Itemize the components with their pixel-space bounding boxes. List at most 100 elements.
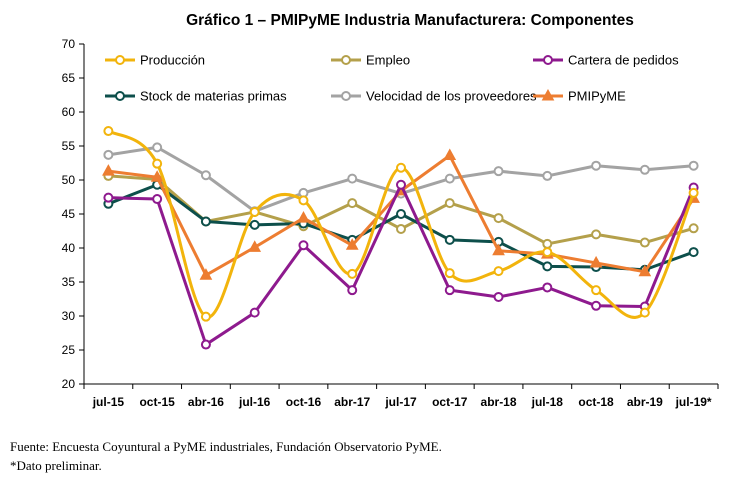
y-tick-label: 45 (62, 207, 76, 221)
legend-swatch-marker (543, 55, 553, 65)
x-tick-label: abr-16 (188, 395, 224, 409)
data-point-cartera-de-pedidos (249, 307, 260, 318)
data-point-velocidad-de-los-proveedores (200, 170, 211, 181)
legend-item-cartera-de-pedidos: Cartera de pedidos (533, 53, 679, 68)
x-tick-label: oct-17 (432, 395, 468, 409)
data-point-produccion (249, 206, 260, 217)
data-point-stock-de-materias-primas (249, 219, 260, 230)
data-point-velocidad-de-los-proveedores (688, 160, 699, 171)
y-tick-label: 35 (62, 275, 76, 289)
x-tick-label: jul-16 (238, 395, 271, 409)
legend-label: Empleo (366, 53, 410, 68)
data-point-cartera-de-pedidos (396, 179, 406, 190)
y-tick-label: 25 (62, 343, 76, 357)
x-tick-label: jul-19* (675, 395, 712, 409)
y-tick-label: 30 (62, 309, 76, 323)
x-tick-label: oct-15 (139, 395, 175, 409)
data-point-cartera-de-pedidos (542, 282, 553, 293)
x-tick-label: oct-16 (286, 395, 322, 409)
data-point-pmipyme (297, 211, 310, 223)
data-point-cartera-de-pedidos (103, 192, 114, 203)
data-point-empleo (444, 198, 455, 209)
data-point-produccion (200, 311, 211, 322)
data-point-stock-de-materias-primas (688, 247, 699, 258)
y-tick-label: 65 (62, 71, 76, 85)
line-chart: Gráfico 1 – PMIPyME Industria Manufactur… (62, 12, 719, 409)
data-point-stock-de-materias-primas (542, 261, 553, 272)
legend-item-stock-de-materias-primas: Stock de materias primas (105, 89, 287, 104)
data-point-produccion (396, 162, 406, 173)
data-point-velocidad-de-los-proveedores (103, 149, 114, 160)
data-point-pmipyme (199, 268, 213, 280)
data-point-pmipyme (492, 243, 505, 256)
series-produccion (103, 126, 699, 322)
y-tick-label: 70 (62, 37, 76, 51)
data-point-produccion (103, 126, 114, 137)
legend-item-velocidad-de-los-proveedores: Velocidad de los proveedores (331, 89, 537, 104)
data-point-velocidad-de-los-proveedores (347, 173, 358, 184)
legend-item-produccion: Producción (105, 53, 205, 68)
data-point-produccion (688, 187, 699, 198)
y-tick-label: 55 (62, 139, 76, 153)
data-point-produccion (347, 268, 358, 279)
x-tick-label: jul-17 (384, 395, 417, 409)
data-point-empleo (591, 229, 602, 240)
data-point-pmipyme (248, 240, 262, 252)
data-point-produccion (298, 195, 309, 206)
data-point-produccion (493, 266, 504, 277)
data-point-velocidad-de-los-proveedores (591, 160, 602, 171)
data-point-stock-de-materias-primas (444, 234, 455, 245)
data-point-produccion (639, 307, 650, 318)
legend-swatch-marker (115, 55, 125, 65)
data-point-stock-de-materias-primas (396, 209, 406, 219)
data-point-cartera-de-pedidos (493, 291, 504, 302)
data-point-cartera-de-pedidos (200, 339, 211, 350)
legend-item-empleo: Empleo (331, 53, 410, 68)
legend-label: Velocidad de los proveedores (366, 89, 537, 104)
data-point-velocidad-de-los-proveedores (542, 170, 553, 181)
data-point-velocidad-de-los-proveedores (639, 164, 650, 175)
data-point-pmipyme (102, 164, 115, 176)
series-velocidad-de-los-proveedores (103, 142, 699, 217)
data-point-empleo (639, 237, 650, 248)
y-tick-label: 60 (62, 105, 76, 119)
legend-label: Cartera de pedidos (568, 53, 679, 68)
legend-swatch-marker (341, 91, 351, 101)
data-point-cartera-de-pedidos (347, 285, 358, 296)
source-note: Fuente: Encuesta Coyuntural a PyME indus… (10, 439, 442, 454)
data-point-pmipyme (638, 264, 652, 277)
data-point-velocidad-de-los-proveedores (493, 166, 504, 177)
data-point-cartera-de-pedidos (591, 300, 602, 311)
x-tick-label: abr-19 (627, 395, 663, 409)
data-point-empleo (542, 238, 553, 249)
x-tick-label: jul-15 (92, 395, 125, 409)
x-tick-label: abr-18 (481, 395, 517, 409)
legend: Producción Empleo Cartera de pedidos Stock … (105, 53, 679, 104)
x-tick-label: abr-17 (334, 395, 370, 409)
data-point-pmipyme (345, 238, 359, 250)
data-point-pmipyme (443, 148, 457, 161)
data-point-cartera-de-pedidos (152, 194, 163, 205)
y-tick-label: 50 (62, 173, 76, 187)
data-point-produccion (444, 268, 455, 279)
legend-item-pmipyme: PMIPyME (533, 89, 626, 104)
data-point-velocidad-de-los-proveedores (444, 173, 455, 184)
data-point-stock-de-materias-primas (200, 216, 211, 227)
data-point-empleo (396, 223, 406, 234)
plot-area: 20 25 30 35 40 45 50 55 60 65 70 jul-15 oct-15 abr-16… (62, 37, 719, 409)
data-point-pmipyme (150, 170, 164, 182)
series-pmipyme (102, 148, 700, 280)
legend-label: Stock de materias primas (140, 89, 287, 104)
series-line-velocidad-de-los-proveedores (108, 145, 694, 213)
data-point-produccion (152, 158, 163, 169)
chart-title: Gráfico 1 – PMIPyME Industria Manufactur… (186, 12, 634, 29)
data-point-empleo (688, 223, 699, 234)
y-tick-label: 40 (62, 241, 76, 255)
x-tick-label: jul-18 (531, 395, 564, 409)
legend-label: Producción (140, 53, 205, 68)
data-point-produccion (591, 285, 602, 296)
legend-swatch-marker (341, 55, 351, 65)
data-point-cartera-de-pedidos (444, 285, 455, 296)
data-point-cartera-de-pedidos (298, 240, 309, 251)
